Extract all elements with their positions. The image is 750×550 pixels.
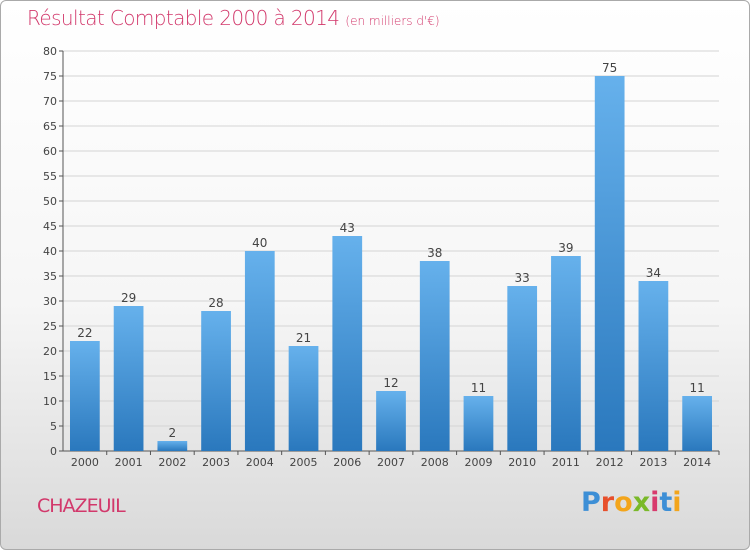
logo-letter: i	[672, 487, 682, 518]
data-label-2011: 39	[558, 241, 573, 255]
bar-2003	[201, 311, 231, 451]
data-label-2002: 2	[169, 426, 177, 440]
x-tick-label-2012: 2012	[596, 456, 624, 469]
x-tick-label-2002: 2002	[158, 456, 186, 469]
chart-subtitle: (en milliers d'€)	[345, 14, 440, 28]
y-tick-label: 25	[43, 320, 57, 333]
commune-name: CHAZEUIL	[37, 495, 126, 517]
data-label-2009: 11	[471, 381, 486, 395]
data-label-2014: 11	[689, 381, 704, 395]
x-tick-label-2013: 2013	[639, 456, 667, 469]
logo-letter: P	[581, 487, 601, 518]
x-tick-label-2007: 2007	[377, 456, 405, 469]
y-tick-label: 60	[43, 145, 57, 158]
x-tick-label-2010: 2010	[508, 456, 536, 469]
bar-2005	[288, 346, 319, 451]
y-tick-label: 40	[43, 245, 57, 258]
y-tick-label: 30	[43, 295, 57, 308]
y-tick-label: 65	[43, 120, 57, 133]
chart-title: Résultat Comptable 2000 à 2014 (en millie…	[27, 6, 440, 30]
y-tick-label: 80	[43, 45, 57, 58]
bar-2008	[419, 261, 450, 451]
data-label-2001: 29	[121, 291, 136, 305]
data-label-2010: 33	[515, 271, 530, 285]
bar-2000	[69, 341, 100, 451]
data-label-2008: 38	[427, 246, 442, 260]
bars	[69, 76, 713, 451]
x-tick-label-2000: 2000	[71, 456, 99, 469]
y-tick-label: 75	[43, 70, 57, 83]
data-label-2007: 12	[383, 376, 398, 390]
labels: 0 5 10 15 20 25 30 35 40 45 50 55 60 65 70 75 80 22 2000 29…	[43, 45, 711, 469]
x-tick-label-2001: 2001	[115, 456, 143, 469]
data-label-2005: 21	[296, 331, 311, 345]
y-tick-label: 15	[43, 370, 57, 383]
y-tick-label: 70	[43, 95, 57, 108]
bar-2007	[376, 391, 406, 451]
logo-letter: x	[632, 487, 651, 518]
data-label-2003: 28	[208, 296, 223, 310]
bar-2002	[157, 441, 188, 451]
y-tick-label: 0	[50, 445, 57, 458]
logo-letter: o	[614, 487, 633, 518]
bar-2014	[682, 396, 713, 451]
y-tick-label: 50	[43, 195, 57, 208]
x-tick-label-2008: 2008	[421, 456, 449, 469]
data-label-2012: 75	[602, 61, 617, 75]
x-tick-label-2003: 2003	[202, 456, 230, 469]
x-tick-label-2006: 2006	[333, 456, 361, 469]
bar-2012	[594, 76, 625, 451]
proxiti-logo[interactable]: Proxiti	[581, 487, 682, 518]
y-tick-label: 45	[43, 220, 57, 233]
chart-title-text: Résultat Comptable 2000 à 2014	[27, 6, 340, 30]
data-label-2004: 40	[252, 236, 267, 250]
logo-letter: r	[600, 487, 615, 518]
data-label-2006: 43	[340, 221, 355, 235]
x-tick-label-2014: 2014	[683, 456, 711, 469]
bar-2011	[551, 256, 581, 451]
x-tick-label-2005: 2005	[290, 456, 318, 469]
x-tick-label-2004: 2004	[246, 456, 274, 469]
bar-2001	[113, 306, 144, 451]
logo-letter: t	[659, 487, 673, 518]
logo-letter: i	[650, 487, 660, 518]
bar-2009	[463, 396, 494, 451]
y-tick-label: 5	[50, 420, 57, 433]
y-tick-label: 10	[43, 395, 57, 408]
y-tick-label: 35	[43, 270, 57, 283]
bar-2004	[244, 251, 275, 451]
data-label-2000: 22	[77, 326, 92, 340]
y-tick-label: 55	[43, 170, 57, 183]
bar-2006	[332, 236, 363, 451]
bar-2013	[638, 281, 669, 451]
data-label-2013: 34	[646, 266, 661, 280]
x-tick-label-2011: 2011	[552, 456, 580, 469]
bar-2010	[507, 286, 538, 451]
y-tick-label: 20	[43, 345, 57, 358]
x-tick-label-2009: 2009	[464, 456, 492, 469]
